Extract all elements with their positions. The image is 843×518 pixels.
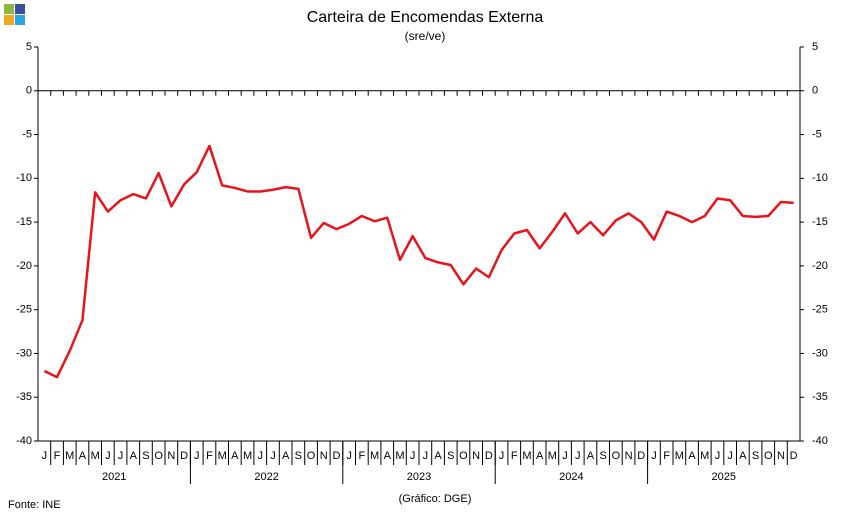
y-tick-label: -25	[16, 304, 32, 316]
x-tick-label: O	[764, 450, 773, 462]
x-tick-label: N	[320, 450, 328, 462]
credit: (Gráfico: DGE)	[399, 493, 472, 505]
x-tick-label: O	[612, 450, 621, 462]
x-tick-label: O	[307, 450, 316, 462]
x-tick-label: D	[180, 450, 188, 462]
x-tick-label: D	[485, 450, 493, 462]
x-tick-label: M	[700, 450, 709, 462]
x-tick-label: M	[218, 450, 227, 462]
y-tick-label: 5	[26, 41, 32, 53]
x-tick-label: S	[142, 450, 149, 462]
y2-tick-label: -20	[812, 260, 828, 272]
x-tick-label: M	[522, 450, 531, 462]
x-tick-label: A	[79, 450, 87, 462]
x-tick-label: J	[118, 450, 124, 462]
x-tick-label: A	[536, 450, 544, 462]
y-tick-label: -15	[16, 216, 32, 228]
chart-title: Carteira de Encomendas Externa	[307, 9, 544, 26]
x-tick-label: A	[282, 450, 290, 462]
y2-tick-label: -35	[812, 391, 828, 403]
y-tick-label: 0	[26, 85, 32, 97]
x-tick-label: S	[447, 450, 454, 462]
x-tick-label: M	[91, 450, 100, 462]
logo	[15, 4, 25, 14]
x-tick-label: J	[423, 450, 429, 462]
x-tick-label: J	[270, 450, 276, 462]
year-label: 2025	[712, 471, 736, 483]
year-label: 2021	[102, 471, 126, 483]
x-tick-label: F	[206, 450, 213, 462]
x-tick-label: S	[295, 450, 302, 462]
y2-tick-label: -25	[812, 304, 828, 316]
y2-tick-label: 0	[812, 85, 818, 97]
x-tick-label: S	[599, 450, 606, 462]
y2-tick-label: -5	[812, 128, 822, 140]
x-tick-label: J	[105, 450, 111, 462]
y2-tick-label: 5	[812, 41, 818, 53]
x-tick-label: M	[675, 450, 684, 462]
x-tick-label: D	[637, 450, 645, 462]
x-tick-label: J	[258, 450, 264, 462]
logo	[15, 15, 25, 25]
chart-subtitle: (sre/ve)	[405, 29, 446, 43]
x-tick-label: J	[42, 450, 48, 462]
source: Fonte: INE	[8, 499, 61, 511]
x-tick-label: D	[332, 450, 340, 462]
y-tick-label: -20	[16, 260, 32, 272]
x-tick-label: A	[587, 450, 595, 462]
logo	[4, 4, 14, 14]
x-tick-label: J	[346, 450, 352, 462]
year-label: 2024	[559, 471, 583, 483]
year-label: 2023	[407, 471, 431, 483]
x-tick-label: J	[575, 450, 581, 462]
x-tick-label: N	[777, 450, 785, 462]
x-tick-label: J	[499, 450, 505, 462]
x-tick-label: M	[548, 450, 557, 462]
logo	[4, 15, 14, 25]
y-tick-label: -35	[16, 391, 32, 403]
x-tick-label: A	[434, 450, 442, 462]
x-tick-label: J	[410, 450, 416, 462]
x-tick-label: M	[243, 450, 252, 462]
data-line	[43, 144, 794, 379]
y-tick-label: -30	[16, 347, 32, 359]
x-tick-label: N	[472, 450, 480, 462]
x-tick-label: J	[562, 450, 568, 462]
x-tick-label: F	[663, 450, 670, 462]
x-tick-label: A	[130, 450, 138, 462]
x-tick-label: A	[231, 450, 239, 462]
x-tick-label: M	[370, 450, 379, 462]
y-tick-label: -40	[16, 435, 32, 447]
x-tick-label: F	[511, 450, 518, 462]
x-tick-label: O	[154, 450, 163, 462]
y-tick-label: -10	[16, 172, 32, 184]
y2-tick-label: -15	[812, 216, 828, 228]
x-tick-label: N	[167, 450, 175, 462]
year-label: 2022	[254, 471, 278, 483]
x-tick-label: M	[65, 450, 74, 462]
x-tick-label: J	[194, 450, 200, 462]
x-tick-label: F	[358, 450, 365, 462]
x-tick-label: A	[739, 450, 747, 462]
y2-tick-label: -40	[812, 435, 828, 447]
y-tick-label: -5	[22, 128, 32, 140]
y2-tick-label: -30	[812, 347, 828, 359]
x-tick-label: J	[727, 450, 733, 462]
x-tick-label: D	[790, 450, 798, 462]
x-tick-label: A	[384, 450, 392, 462]
x-tick-label: F	[54, 450, 61, 462]
x-tick-label: J	[651, 450, 657, 462]
x-tick-label: S	[752, 450, 759, 462]
x-tick-label: J	[715, 450, 721, 462]
x-tick-label: N	[625, 450, 633, 462]
x-tick-label: A	[688, 450, 696, 462]
x-tick-label: M	[395, 450, 404, 462]
y2-tick-label: -10	[812, 172, 828, 184]
x-tick-label: O	[459, 450, 468, 462]
